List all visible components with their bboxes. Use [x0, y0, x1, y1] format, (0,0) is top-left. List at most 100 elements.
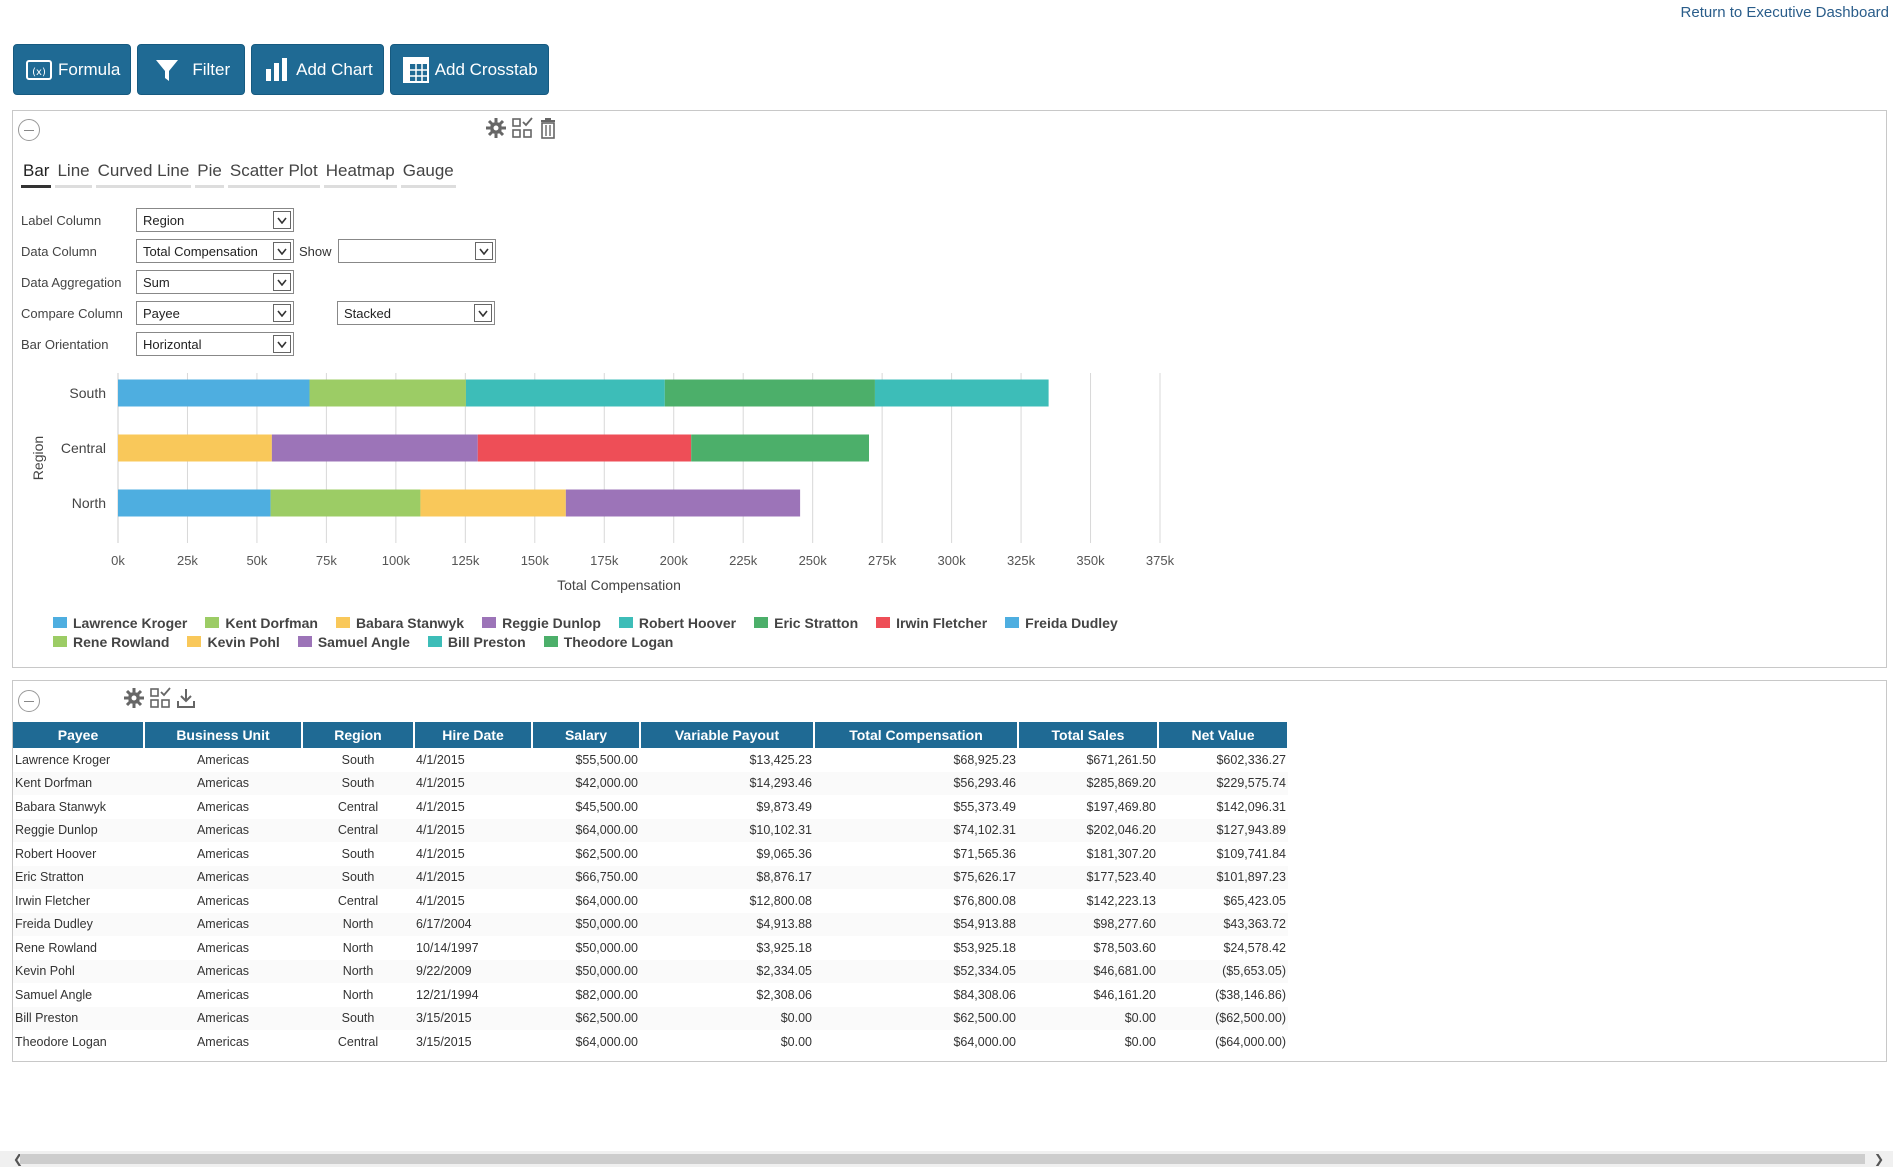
collapse-chart-panel-icon[interactable] — [18, 119, 40, 141]
table-cell: Americas — [196, 1034, 250, 1049]
table-cell: Americas — [144, 959, 302, 983]
filter-button[interactable]: Filter — [137, 44, 246, 95]
table-cell: ($64,000.00) — [1215, 1034, 1286, 1049]
legend-item[interactable]: Lawrence Kroger — [53, 615, 187, 631]
legend-item[interactable]: Rene Rowland — [53, 634, 169, 650]
table-cell: North — [302, 912, 414, 936]
table-cell: Americas — [196, 846, 250, 861]
add-chart-button[interactable]: Add Chart — [251, 44, 384, 95]
x-tick-label: 125k — [451, 553, 480, 568]
add-crosstab-button[interactable]: Add Crosstab — [389, 44, 549, 95]
formula-button[interactable]: (x) Formula — [13, 44, 132, 95]
legend-swatch — [618, 617, 633, 628]
legend-item[interactable]: Theodore Logan — [543, 634, 673, 650]
horizontal-scrollbar[interactable]: ❮ ❯ — [0, 1151, 1893, 1167]
table-row: Reggie Dunlop Americas Central 4/1/2015 $64,… — [13, 818, 1288, 842]
trash-icon[interactable] — [537, 117, 559, 139]
table-cell: 4/1/2015 — [414, 818, 532, 842]
return-to-dashboard-link[interactable]: Return to Executive Dashboard — [1680, 4, 1889, 21]
table-cell: 6/17/2004 — [414, 912, 532, 936]
scroll-right-icon[interactable]: ❯ — [1873, 1152, 1885, 1166]
data-aggregation-select[interactable]: Sum — [136, 270, 294, 294]
bar-orientation-select[interactable]: Horizontal — [136, 332, 294, 356]
label-column-select[interactable]: Region — [136, 208, 294, 232]
table-row: Eric Stratton Americas South 4/1/2015 $66,75… — [13, 865, 1288, 889]
legend-row: Rene Rowland Kevin Pohl Samuel Angle Bill P… — [53, 632, 1153, 651]
gear-icon[interactable] — [123, 687, 145, 709]
bar-segment — [420, 489, 566, 517]
chevron-down-icon — [273, 304, 291, 322]
layout-check-icon[interactable] — [511, 117, 533, 139]
column-header[interactable]: Total Compensation — [814, 722, 1019, 748]
column-header[interactable]: Payee — [13, 722, 145, 748]
table-cell: $56,293.46 — [814, 771, 1018, 795]
column-header[interactable]: Net Value — [1158, 722, 1289, 748]
table-cell: Americas — [144, 1006, 302, 1030]
table-cell: Central — [337, 799, 379, 814]
legend-label: Lawrence Kroger — [73, 614, 188, 631]
column-header[interactable]: Total Sales — [1018, 722, 1159, 748]
x-tick-label: 375k — [1146, 553, 1175, 568]
legend-item[interactable]: Bill Preston — [427, 633, 526, 650]
table-cell: 3/15/2015 — [416, 1034, 472, 1049]
table-cell: Americas — [144, 771, 302, 795]
bar-chart-icon — [266, 57, 288, 81]
download-icon[interactable] — [175, 687, 197, 709]
legend-item[interactable]: Robert Hoover — [618, 615, 736, 631]
gear-icon[interactable] — [485, 117, 507, 139]
table-cell: North — [342, 940, 374, 955]
table-cell: $0.00 — [780, 1034, 812, 1049]
show-select[interactable] — [337, 239, 496, 263]
tab-heatmap[interactable]: Heatmap — [323, 161, 397, 188]
filter-icon — [156, 59, 179, 81]
legend-item[interactable]: Freida Dudley — [1005, 615, 1118, 631]
legend-item[interactable]: Babara Stanwyk — [335, 615, 464, 631]
legend-item[interactable]: Reggie Dunlop — [482, 615, 601, 631]
compare-column-select[interactable]: Payee — [136, 301, 294, 325]
table-cell: $71,565.36 — [953, 846, 1016, 861]
layout-check-icon[interactable] — [149, 687, 171, 709]
column-header[interactable]: Variable Payout — [640, 722, 815, 748]
tab-gauge[interactable]: Gauge — [400, 161, 456, 188]
table-cell: Irwin Fletcher — [15, 893, 91, 908]
legend-label: Rene Rowland — [73, 633, 170, 650]
x-tick-label: 25k — [177, 553, 198, 568]
table-cell: $0.00 — [1124, 1034, 1156, 1049]
table-cell: Central — [302, 818, 414, 842]
legend-item[interactable]: Kent Dorfman — [205, 615, 318, 631]
column-header[interactable]: Salary — [532, 722, 641, 748]
table-cell: $13,425.23 — [749, 752, 812, 767]
stack-mode-select[interactable]: Stacked — [337, 301, 495, 325]
table-cell: $12,800.08 — [749, 893, 812, 908]
legend-item[interactable]: Irwin Fletcher — [876, 615, 987, 631]
tab-pie[interactable]: Pie — [195, 161, 224, 188]
crosstab-icon — [402, 56, 429, 83]
legend-label: Bill Preston — [447, 633, 526, 650]
table-cell: $0.00 — [640, 1006, 814, 1030]
table-cell: $50,000.00 — [575, 940, 638, 955]
data-column-value: Total Compensation — [143, 243, 258, 259]
scroll-thumb[interactable] — [20, 1154, 1865, 1164]
tab-bar[interactable]: Bar — [21, 161, 52, 188]
table-cell: Bill Preston — [13, 1006, 144, 1030]
tab-scatter-plot[interactable]: Scatter Plot — [227, 161, 320, 188]
table-cell: South — [302, 771, 414, 795]
tab-line[interactable]: Line — [55, 161, 92, 188]
table-cell: $142,223.13 — [1086, 893, 1156, 908]
table-cell: $285,869.20 — [1018, 771, 1158, 795]
legend-item[interactable]: Eric Stratton — [754, 615, 858, 631]
tab-curved-line[interactable]: Curved Line — [95, 161, 192, 188]
table-cell: $98,277.60 — [1018, 912, 1158, 936]
column-header[interactable]: Hire Date — [414, 722, 533, 748]
column-header[interactable]: Region — [302, 722, 415, 748]
scroll-left-icon[interactable]: ❮ — [12, 1152, 24, 1166]
table-cell: South — [302, 1006, 414, 1030]
table-row: Rene Rowland Americas North 10/14/1997 $50,0… — [13, 936, 1288, 960]
data-column-select[interactable]: Total Compensation — [136, 239, 294, 263]
column-header[interactable]: Business Unit — [144, 722, 303, 748]
legend-item[interactable]: Samuel Angle — [297, 634, 410, 650]
legend-label: Reggie Dunlop — [502, 614, 601, 631]
legend-item[interactable]: Kevin Pohl — [187, 634, 280, 650]
collapse-table-panel-icon[interactable] — [18, 690, 40, 712]
table-cell: Kent Dorfman — [13, 771, 144, 795]
